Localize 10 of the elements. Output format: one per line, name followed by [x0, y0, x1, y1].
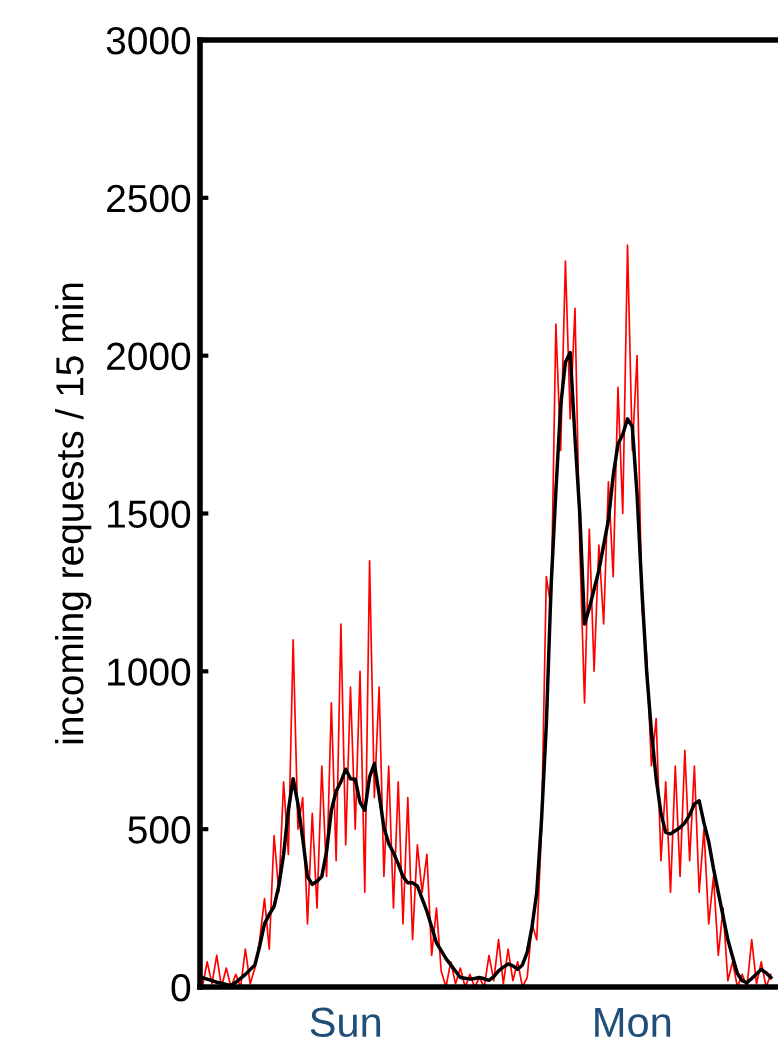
- y-axis-title: incoming requests / 15 min: [55, 283, 92, 744]
- y-tick-label: 1500: [108, 500, 191, 528]
- x-tick-label: Sun: [310, 1007, 381, 1038]
- x-tick-label: Mon: [595, 1007, 671, 1038]
- y-tick-label: 1000: [108, 658, 191, 686]
- y-tick-label: 2000: [107, 342, 191, 371]
- y-tick-label: 3000: [106, 26, 191, 55]
- y-tick-label: 500: [128, 816, 191, 844]
- y-tick-label: 0: [171, 973, 191, 1002]
- y-tick-label: 2500: [107, 184, 191, 213]
